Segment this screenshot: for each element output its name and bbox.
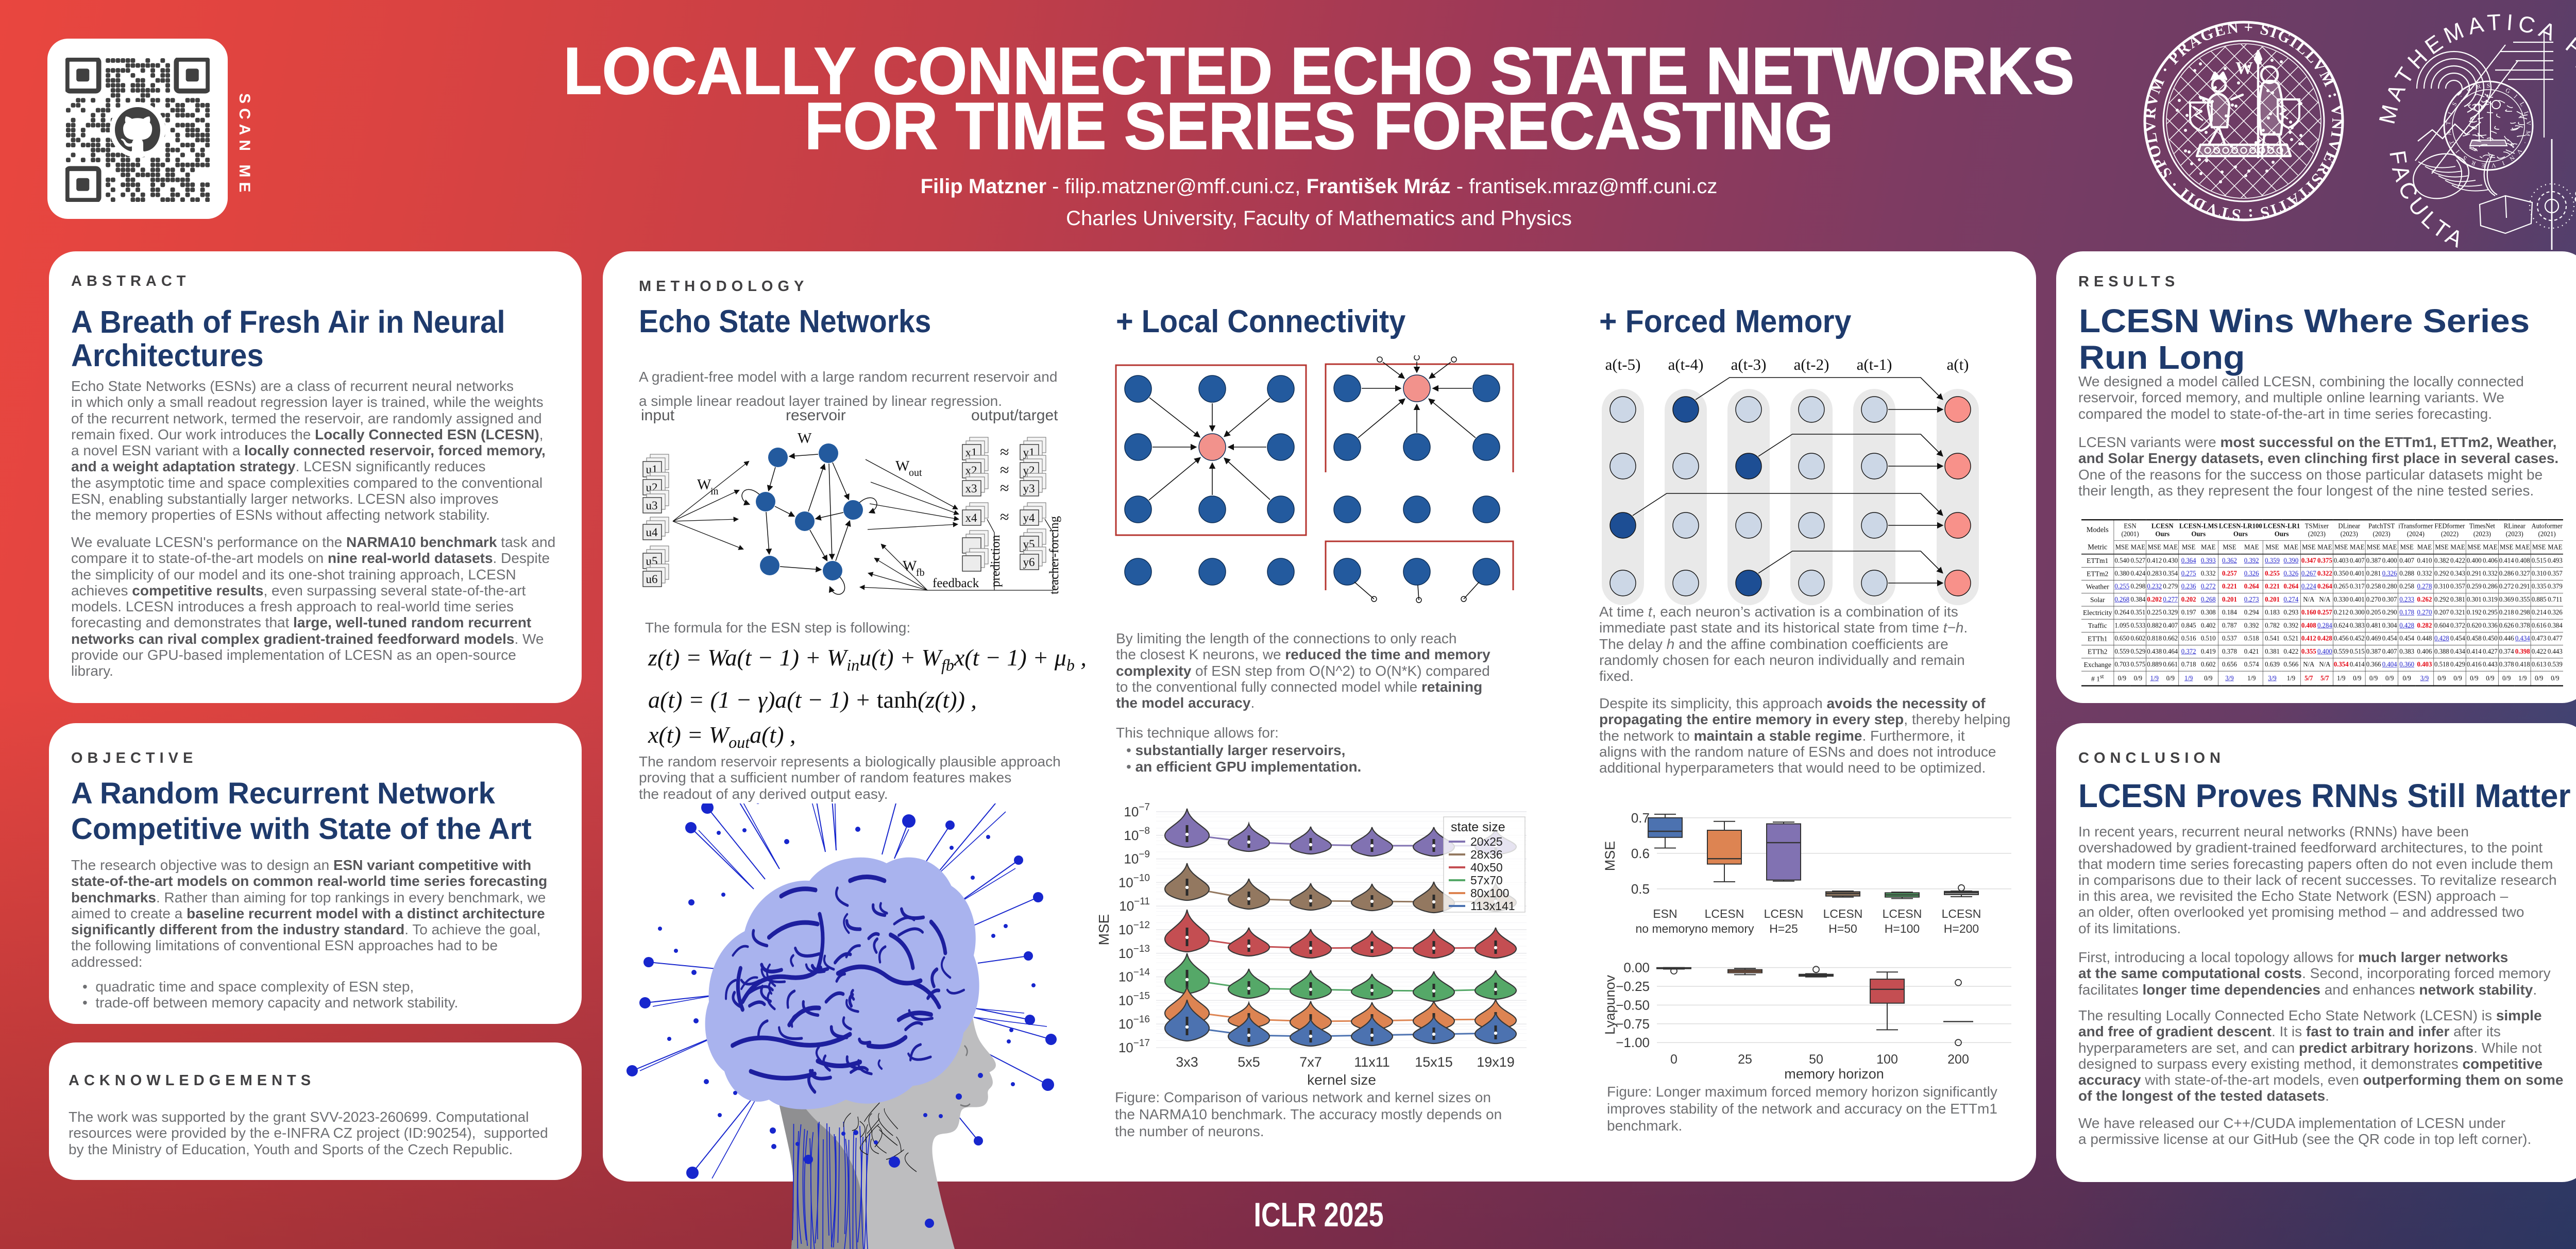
svg-text:V: V <box>2491 162 2497 169</box>
svg-text:−1.00: −1.00 <box>1616 1035 1650 1050</box>
svg-text:fb: fb <box>916 567 925 578</box>
svg-text:reservoir: reservoir <box>786 407 846 424</box>
svg-text:V: V <box>2525 121 2533 126</box>
svg-text:a(t): a(t) <box>1946 355 1969 373</box>
svg-text:M: M <box>2524 130 2532 136</box>
svg-text:W: W <box>798 430 812 447</box>
svg-text:no memory: no memory <box>1694 922 1754 935</box>
svg-text:in: in <box>710 486 719 497</box>
svg-text:40x50: 40x50 <box>1470 861 1503 874</box>
svg-text:W: W <box>2235 59 2253 78</box>
svg-text:no memory: no memory <box>1635 922 1695 935</box>
svg-text:5x5: 5x5 <box>1238 1054 1260 1070</box>
svg-text:A: A <box>2445 130 2452 136</box>
svg-text:E: E <box>2481 162 2486 169</box>
svg-text:LCESN: LCESN <box>1883 907 1922 920</box>
svg-text:a(t-1): a(t-1) <box>1857 355 1892 373</box>
svg-text:MSE: MSE <box>1602 841 1618 871</box>
svg-text:LCESN: LCESN <box>1705 907 1744 920</box>
svg-text:u3: u3 <box>646 499 658 512</box>
svg-text:19x19: 19x19 <box>1477 1054 1515 1070</box>
svg-text:prediction: prediction <box>989 535 1003 587</box>
svg-text:80x100: 80x100 <box>1470 886 1509 900</box>
svg-text:7x7: 7x7 <box>1299 1054 1322 1070</box>
svg-text:I: I <box>2501 160 2506 167</box>
svg-text:0.7: 0.7 <box>1631 810 1650 826</box>
svg-text:a(t-5): a(t-5) <box>1605 355 1641 373</box>
svg-text:20x25: 20x25 <box>1470 835 1503 848</box>
svg-text:200: 200 <box>1947 1052 1969 1067</box>
svg-text:25: 25 <box>1738 1052 1752 1067</box>
svg-text:a(t-3): a(t-3) <box>1731 355 1767 373</box>
svg-text:R: R <box>2476 82 2481 91</box>
svg-text:S: S <box>2487 82 2490 89</box>
svg-text:MSE: MSE <box>1096 914 1112 946</box>
svg-text:−0.25: −0.25 <box>1616 979 1650 994</box>
svg-text:Lyapunov: Lyapunov <box>1602 974 1618 1035</box>
svg-text:L: L <box>2518 100 2527 108</box>
svg-text:LCESN: LCESN <box>1764 907 1804 920</box>
svg-text:y4: y4 <box>1023 511 1036 524</box>
svg-text:≈: ≈ <box>1000 460 1009 479</box>
svg-text:0.00: 0.00 <box>1623 960 1650 976</box>
svg-text:output/target: output/target <box>971 407 1058 424</box>
svg-text:LCESN: LCESN <box>1823 907 1863 920</box>
svg-text:LCESN: LCESN <box>1942 907 1981 920</box>
svg-text:0: 0 <box>1670 1052 1677 1067</box>
svg-text:R: R <box>2470 159 2477 167</box>
svg-text:ESN: ESN <box>1653 907 1677 920</box>
svg-text:I: I <box>2513 93 2519 100</box>
svg-text:10−14: 10−14 <box>1118 967 1150 985</box>
svg-text:28x36: 28x36 <box>1470 848 1503 861</box>
svg-text:L: L <box>2522 110 2531 116</box>
svg-text:out: out <box>909 467 922 478</box>
svg-text:113x141: 113x141 <box>1470 899 1515 913</box>
svg-text:11x11: 11x11 <box>1354 1054 1390 1070</box>
svg-text:state size: state size <box>1451 820 1505 834</box>
svg-text:·: · <box>2458 93 2464 100</box>
svg-text:I: I <box>2454 148 2461 155</box>
svg-text:input: input <box>641 407 675 424</box>
svg-text:≈: ≈ <box>1000 442 1009 461</box>
svg-text:W: W <box>903 558 917 574</box>
svg-text:H=25: H=25 <box>1769 922 1798 935</box>
svg-text:T: T <box>2448 139 2456 146</box>
svg-text:I: I <box>2496 83 2500 91</box>
svg-text:W: W <box>895 458 910 474</box>
svg-text:a(t-2): a(t-2) <box>1794 355 1829 373</box>
svg-text:P: P <box>2466 87 2472 95</box>
svg-text:57x70: 57x70 <box>1470 874 1503 887</box>
svg-text:kernel size: kernel size <box>1307 1072 1376 1088</box>
svg-text:−0.50: −0.50 <box>1616 997 1650 1013</box>
svg-text:≈: ≈ <box>1000 507 1009 526</box>
svg-text:H=100: H=100 <box>1885 922 1920 935</box>
svg-text:0.5: 0.5 <box>1631 881 1650 897</box>
svg-text:feedback: feedback <box>933 576 979 590</box>
svg-text:T: T <box>2445 121 2452 125</box>
svg-text:≈: ≈ <box>1000 478 1009 497</box>
svg-text:u4: u4 <box>646 526 658 539</box>
svg-text:100: 100 <box>1876 1052 1898 1067</box>
svg-text:0.6: 0.6 <box>1631 846 1650 861</box>
svg-text:y6: y6 <box>1023 556 1035 569</box>
svg-text:15x15: 15x15 <box>1415 1054 1453 1070</box>
svg-text:memory horizon: memory horizon <box>1784 1066 1884 1082</box>
svg-text:x4: x4 <box>965 511 978 524</box>
svg-text:u6: u6 <box>646 573 658 586</box>
svg-text:I: I <box>2447 111 2454 115</box>
svg-text:50: 50 <box>1809 1052 1823 1067</box>
svg-text:·: · <box>2521 140 2529 145</box>
svg-text:a(t-4): a(t-4) <box>1668 355 1704 373</box>
svg-text:x3: x3 <box>965 482 977 495</box>
svg-text:MATHEMATICA PHYSICAQUE: MATHEMATICA PHYSICAQUE <box>2374 6 2576 145</box>
svg-text:10−10: 10−10 <box>1118 872 1150 890</box>
svg-text:H=200: H=200 <box>1944 922 1979 935</box>
svg-text:W: W <box>697 476 711 493</box>
svg-text:teacher-forcing: teacher-forcing <box>1047 516 1061 594</box>
svg-text:S: S <box>2461 154 2468 162</box>
svg-text:H=50: H=50 <box>1828 922 1857 935</box>
svg-text:3x3: 3x3 <box>1176 1054 1198 1070</box>
svg-text:−0.75: −0.75 <box>1616 1016 1650 1032</box>
svg-text:y3: y3 <box>1023 482 1035 495</box>
